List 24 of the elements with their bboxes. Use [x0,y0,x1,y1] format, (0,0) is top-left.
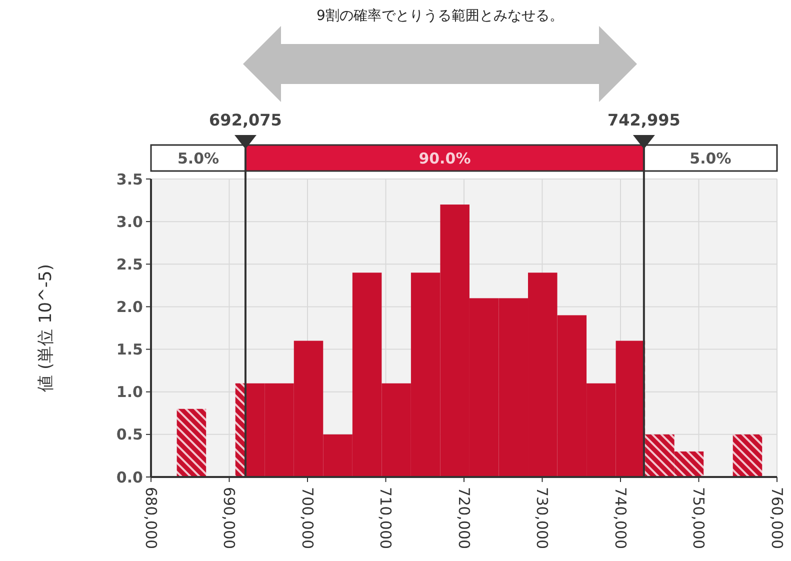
ref-line-label: 692,075 [209,110,282,130]
x-tick-label: 750,000 [690,487,708,550]
x-tick-label: 710,000 [376,487,394,550]
x-tick-label: 680,000 [142,487,160,550]
x-tick-label: 700,000 [298,487,316,550]
text: 90.0% [418,149,471,168]
text: 5.0% [177,149,220,168]
y-tick-label: 2.5 [116,255,143,274]
y-tick-label: 2.0 [116,298,143,316]
y-tick-label: 0.0 [116,468,143,486]
x-tick-label: 720,000 [454,487,473,550]
x-tick-label: 760,000 [768,487,786,550]
text: 9割の確率でとりうる範囲とみなせる。 [316,8,564,24]
y-tick-label: 1.0 [116,383,143,402]
text: 5.0% [690,149,732,168]
y-tick-label: 3.5 [116,170,143,188]
x-tick-label: 740,000 [611,487,630,550]
y-tick-label: 3.0 [116,212,143,231]
y-tick-label: 1.5 [116,340,143,359]
ref-line-label: 742,995 [608,110,680,130]
x-tick-label: 730,000 [533,487,551,550]
x-tick-label: 690,000 [220,487,238,550]
y-tick-label: 0.5 [116,426,143,444]
y-axis-title: 値 (単位 10^-5) [36,264,56,392]
